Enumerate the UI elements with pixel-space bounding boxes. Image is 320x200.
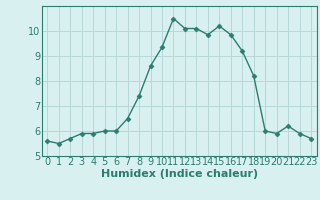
X-axis label: Humidex (Indice chaleur): Humidex (Indice chaleur) [100, 169, 258, 179]
